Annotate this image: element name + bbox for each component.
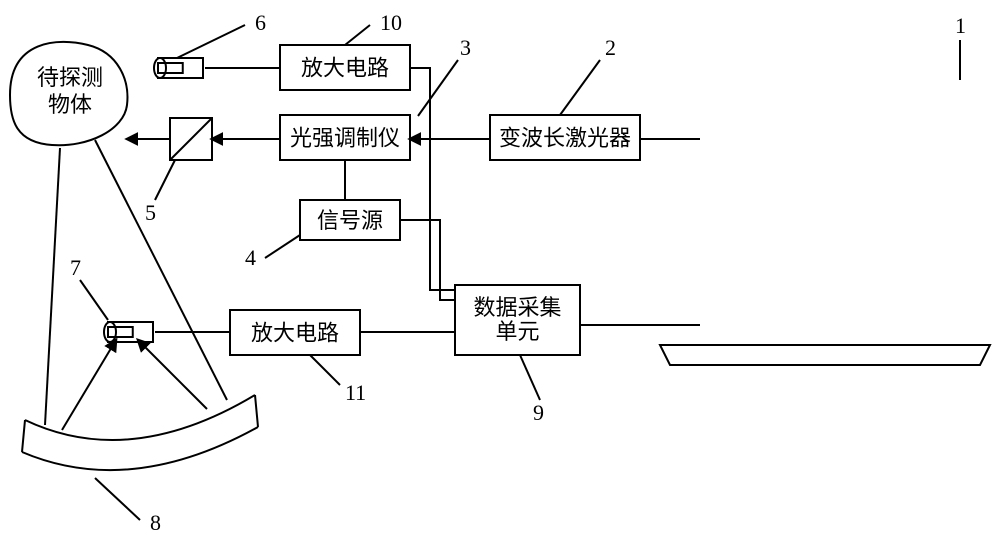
laptop-base [660,345,990,365]
svg-text:2: 2 [605,35,616,60]
svg-text:单元: 单元 [495,319,539,344]
svg-text:10: 10 [380,10,402,35]
svg-text:信号源: 信号源 [317,208,383,233]
wire-5 [410,68,455,290]
leader-11 [310,355,340,385]
ray-0 [45,148,60,425]
svg-text:4: 4 [245,245,256,270]
svg-text:待探测: 待探测 [37,65,103,90]
leader-5 [155,160,175,200]
svg-text:放大电路: 放大电路 [301,56,389,81]
svg-text:11: 11 [345,380,366,405]
leader-8 [95,478,140,520]
svg-text:放大电路: 放大电路 [251,321,339,346]
ray-1 [95,140,227,400]
detector-2 [104,322,230,342]
leader-9 [520,355,540,400]
svg-text:光强调制仪: 光强调制仪 [290,126,400,151]
ray-3 [138,340,207,409]
svg-text:5: 5 [145,200,156,225]
concave-mirror [25,395,255,440]
wire-4 [400,220,455,300]
svg-text:9: 9 [533,400,544,425]
svg-text:物体: 物体 [48,92,92,117]
svg-text:6: 6 [255,10,266,35]
leader-2 [560,60,600,115]
svg-text:1: 1 [955,13,966,38]
detector-1 [154,58,280,78]
svg-text:7: 7 [70,255,81,280]
leader-4 [265,235,300,258]
ray-2 [62,340,116,430]
leader-6 [177,25,245,58]
svg-text:变波长激光器: 变波长激光器 [499,126,631,151]
leader-7 [80,280,108,320]
svg-text:3: 3 [460,35,471,60]
svg-text:8: 8 [150,510,161,535]
leader-10 [345,25,370,45]
svg-text:数据采集: 数据采集 [473,295,561,320]
